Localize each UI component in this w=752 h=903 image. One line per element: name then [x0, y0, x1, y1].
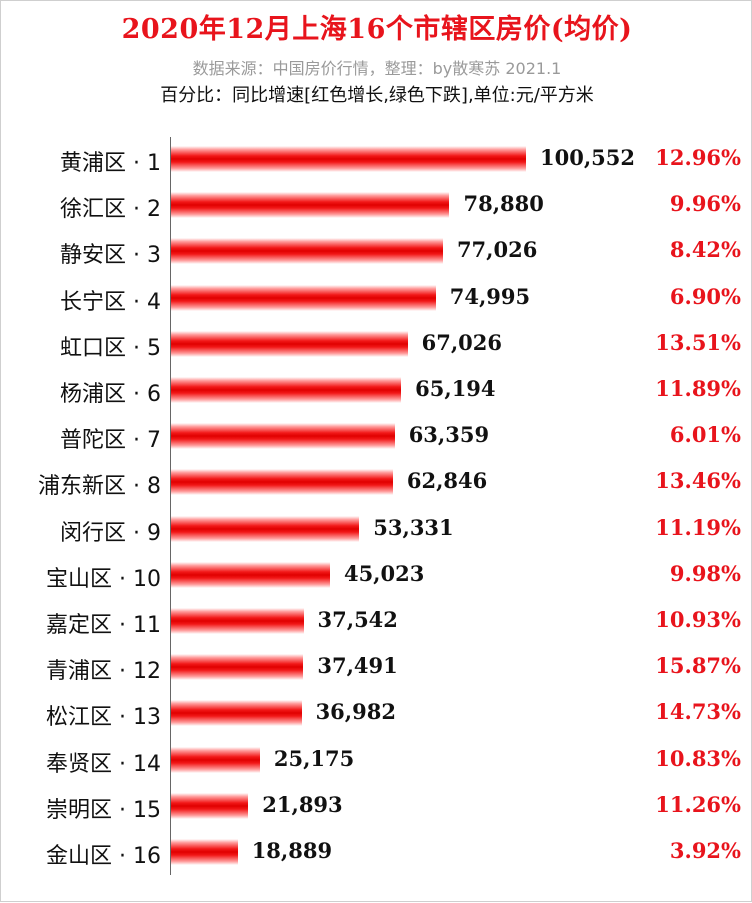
bar: [171, 839, 238, 865]
bar: [171, 330, 408, 357]
category-label: 金山区 · 16: [46, 844, 161, 869]
category-label: 长宁区 · 4: [60, 289, 161, 315]
value-label: 74,995: [449, 283, 531, 309]
category-label: 宝山区 · 10: [46, 566, 161, 592]
bar: [171, 238, 443, 265]
category-label: 浦东新区 · 8: [38, 474, 161, 500]
growth-label: 3.92%: [669, 838, 741, 863]
value-label: 18,889: [251, 838, 333, 863]
growth-label: 6.90%: [669, 283, 741, 309]
growth-label: 11.26%: [655, 791, 741, 817]
bar: [171, 469, 393, 496]
value-label: 37,542: [317, 607, 398, 632]
bar: [171, 608, 304, 634]
value-label: 37,491: [317, 653, 398, 679]
bar: [171, 746, 260, 773]
bar: [171, 284, 436, 311]
bar: [171, 561, 330, 588]
chart-note: 百分比：同比增速[红色增长,绿色下跌],单位:元/平方米: [160, 85, 594, 106]
growth-label: 10.83%: [655, 745, 741, 771]
value-label: 53,331: [373, 514, 454, 540]
category-label: 嘉定区 · 11: [46, 613, 161, 638]
bar: [171, 654, 304, 681]
growth-label: 10.93%: [655, 607, 741, 632]
value-label: 100,552: [540, 145, 635, 170]
bar: [171, 146, 526, 172]
category-label: 虹口区 · 5: [60, 335, 161, 361]
chart-title: 2020年12月上海16个市辖区房价(均价): [121, 14, 633, 45]
bar: [171, 515, 360, 542]
growth-label: 9.98%: [669, 560, 741, 586]
value-label: 63,359: [408, 422, 490, 448]
growth-label: 9.96%: [669, 191, 741, 217]
category-label: 徐汇区 · 2: [60, 197, 161, 223]
growth-label: 6.01%: [669, 422, 741, 448]
growth-label: 11.89%: [655, 376, 741, 401]
growth-label: 15.87%: [655, 653, 741, 679]
category-label: 静安区 · 3: [60, 243, 161, 269]
value-label: 78,880: [463, 191, 544, 217]
bar: [171, 377, 402, 403]
category-label: 崇明区 · 15: [46, 797, 161, 823]
value-label: 77,026: [456, 237, 538, 263]
value-label: 65,194: [415, 376, 496, 401]
growth-label: 8.42%: [669, 237, 741, 263]
growth-label: 11.19%: [655, 514, 741, 540]
category-label: 奉贤区 · 14: [46, 751, 161, 777]
category-label: 青浦区 · 12: [46, 659, 161, 685]
chart-source: 数据来源：中国房价行情，整理：by散寒苏 2021.1: [192, 59, 562, 78]
value-label: 25,175: [273, 745, 355, 771]
y-axis-line: [170, 137, 171, 875]
bar: [171, 423, 395, 450]
value-label: 45,023: [343, 560, 425, 586]
growth-label: 14.73%: [655, 699, 741, 725]
value-label: 62,846: [406, 468, 488, 494]
growth-label: 13.46%: [655, 468, 741, 494]
category-label: 黄浦区 · 1: [60, 151, 161, 176]
value-label: 67,026: [421, 329, 502, 355]
bar: [171, 192, 450, 219]
growth-label: 13.51%: [655, 329, 741, 355]
category-label: 普陀区 · 7: [60, 428, 161, 454]
bar: [171, 792, 249, 819]
growth-label: 12.96%: [655, 145, 741, 170]
value-label: 36,982: [315, 699, 396, 725]
category-label: 闵行区 · 9: [60, 520, 161, 546]
value-label: 21,893: [262, 791, 343, 817]
bar: [171, 700, 302, 727]
category-label: 杨浦区 · 6: [60, 382, 161, 407]
category-label: 松江区 · 13: [46, 705, 161, 731]
